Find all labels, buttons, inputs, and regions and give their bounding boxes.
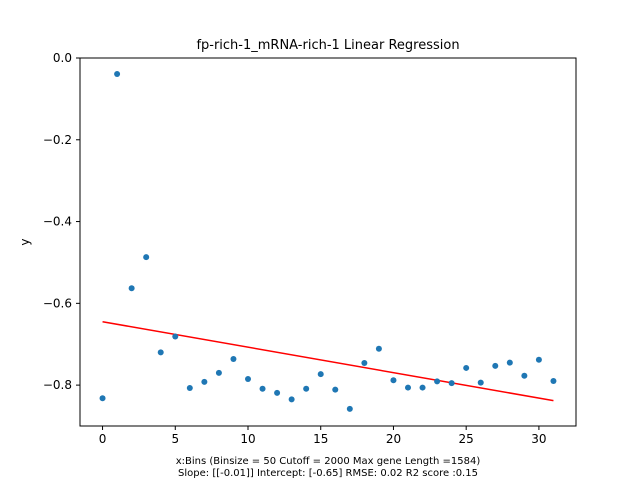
x-tick-label: 25	[459, 432, 474, 446]
scatter-point	[535, 356, 542, 363]
chart-title: fp-rich-1_mRNA-rich-1 Linear Regression	[196, 38, 459, 53]
scatter-point	[405, 384, 411, 391]
x-axis-label-line-2: Slope: [[-0.01]] Intercept: [-0.65] RMSE…	[178, 468, 478, 479]
y-tick-label: −0.8	[43, 378, 72, 392]
scatter-point	[550, 378, 557, 385]
scatter-point	[143, 254, 150, 261]
scatter-point	[259, 385, 266, 392]
scatter-point	[303, 385, 310, 392]
plot-area-frame	[79, 57, 577, 427]
scatter-point	[419, 384, 426, 391]
scatter-point	[186, 384, 193, 391]
scatter-point	[506, 359, 513, 366]
x-tick-label: 5	[171, 432, 179, 446]
scatter-point	[114, 70, 121, 77]
scatter-point	[361, 360, 368, 367]
x-tick-label: 0	[99, 432, 107, 446]
y-tick-label: −0.6	[43, 296, 72, 310]
x-axis-ticks: 0 5 10 15 20 25 30	[99, 426, 547, 446]
scatter-point	[157, 349, 164, 356]
x-tick-label: 15	[313, 432, 328, 446]
scatter-point	[274, 389, 281, 396]
x-tick-label: 20	[386, 432, 401, 446]
x-tick-label: 30	[531, 432, 546, 446]
x-axis-label-line-1: x:Bins (Binsize = 50 Cutoff = 2000 Max g…	[176, 456, 481, 467]
scatter-point	[492, 362, 499, 369]
scatter-point	[463, 364, 470, 371]
x-tick-label: 10	[240, 432, 255, 446]
y-tick-label: −0.2	[43, 133, 72, 147]
scatter-point	[201, 378, 208, 385]
scatter-point	[477, 379, 484, 386]
scatter-point	[245, 375, 251, 382]
axes	[79, 57, 577, 427]
scatter-point	[434, 378, 441, 385]
scatter-point	[128, 285, 135, 292]
scatter-point	[99, 395, 106, 402]
scatter-point	[230, 355, 237, 362]
scatter-point	[390, 377, 397, 384]
scatter-points-layer	[99, 70, 557, 412]
scatter-point	[317, 371, 324, 378]
scatter-point	[172, 333, 179, 340]
scatter-point	[346, 405, 353, 412]
y-axis-ticks: 0.0 −0.2 −0.4 −0.6 −0.8	[43, 51, 80, 392]
scatter-point	[448, 380, 455, 387]
y-axis-label: y	[18, 238, 32, 245]
y-tick-label: −0.4	[43, 215, 72, 229]
scatter-point	[375, 345, 382, 352]
y-tick-label: 0.0	[53, 51, 72, 65]
scatter-point	[215, 369, 222, 376]
scatter-point	[332, 386, 339, 393]
scatter-point	[288, 396, 295, 403]
scatter-point	[521, 372, 528, 379]
